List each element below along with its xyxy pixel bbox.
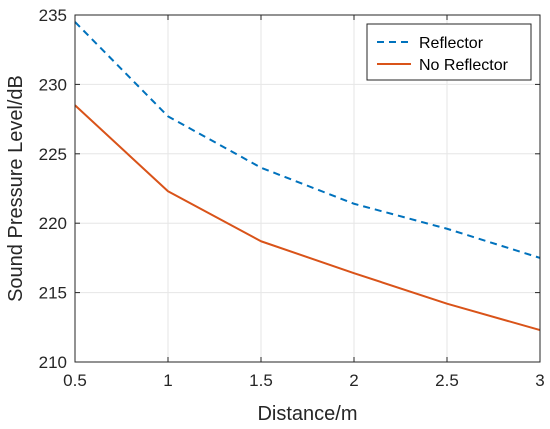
series-line-no-reflector: [74, 104, 541, 332]
y-tick-label: 235: [39, 6, 67, 25]
plot-frame: [74, 14, 541, 363]
y-axis-label: Sound Pressure Level/dB: [5, 75, 27, 302]
y-tick-label: 215: [39, 284, 67, 303]
x-axis-label: Distance/m: [257, 403, 357, 425]
y-tick-label: 225: [39, 145, 67, 164]
x-tick-label: 3: [535, 371, 544, 390]
series-line-reflector: [74, 21, 541, 259]
axis-ticks: 0.5 1 1.5 2 2.5 3 210 215 220 225 230 235: [39, 6, 545, 390]
legend-box: [366, 23, 532, 81]
y-tick-label: 220: [39, 214, 67, 233]
legend-label-no-reflector: No Reflector: [419, 57, 509, 74]
x-tick-label: 2: [349, 371, 358, 390]
series-lines: [74, 21, 541, 332]
x-tick-label: 1: [163, 371, 172, 390]
y-tick-label: 230: [39, 75, 67, 94]
x-tick-label: 2.5: [435, 371, 459, 390]
x-tick-label: 0.5: [63, 371, 87, 390]
legend: Reflector No Reflector: [366, 23, 532, 81]
y-tick-label: 210: [39, 353, 67, 372]
x-tick-label: 1.5: [249, 371, 273, 390]
legend-label-reflector: Reflector: [419, 35, 484, 52]
